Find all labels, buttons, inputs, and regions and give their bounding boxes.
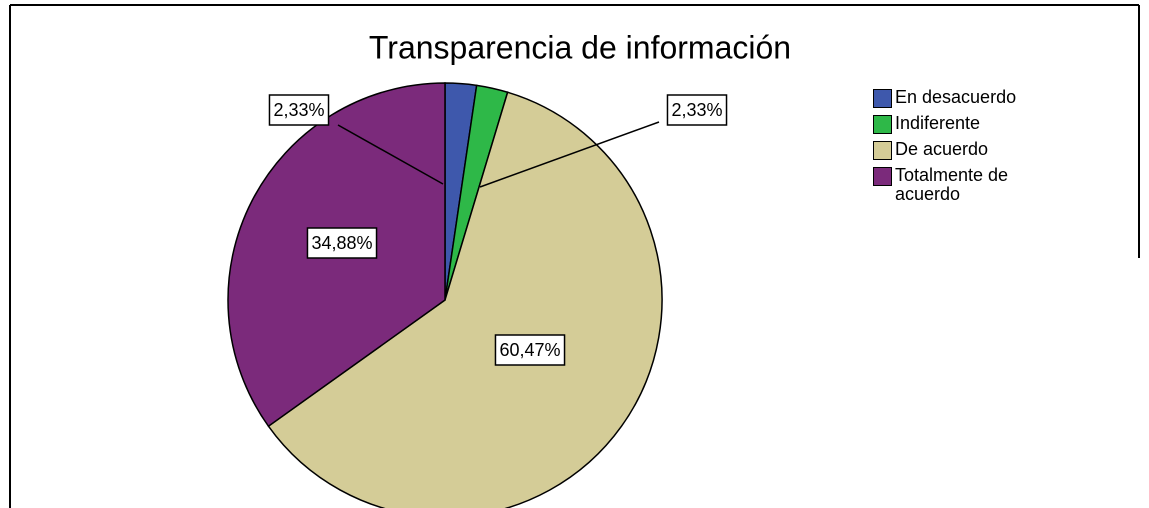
data-label-box — [494, 334, 566, 366]
data-label-box — [268, 94, 330, 126]
data-label-box — [306, 227, 378, 259]
data-label: 2,33% — [671, 100, 722, 120]
data-label: 34,88% — [311, 233, 372, 253]
legend-item: En desacuerdo — [873, 88, 1023, 108]
data-label-box — [666, 94, 728, 126]
legend-item: Indiferente — [873, 114, 1023, 134]
legend: En desacuerdo Indiferente De acuerdo Totalm… — [873, 88, 1023, 210]
legend-swatch — [873, 89, 892, 108]
leader-line — [337, 124, 444, 185]
legend-swatch — [873, 141, 892, 160]
legend-label: Indiferente — [895, 113, 981, 133]
legend-swatch — [873, 115, 892, 134]
legend-label: De acuerdo — [895, 139, 989, 159]
chart-title: Transparencia de información — [369, 29, 791, 65]
data-label: 60,47% — [499, 340, 560, 360]
data-label-group: 2,33% — [268, 94, 330, 126]
data-label-group: 34,88% — [306, 227, 378, 259]
data-label: 2,33% — [273, 100, 324, 120]
legend-item: De acuerdo — [873, 140, 1023, 160]
legend-item: Totalmente de acuerdo — [873, 166, 1023, 204]
legend-label: Totalmente de acuerdo — [895, 165, 1009, 204]
leader-line — [479, 121, 660, 188]
data-label-group: 60,47% — [494, 334, 566, 366]
legend-swatch — [873, 167, 892, 186]
legend-label: En desacuerdo — [895, 87, 1017, 107]
pie-slice — [267, 91, 663, 508]
data-label-group: 2,33% — [666, 94, 728, 126]
